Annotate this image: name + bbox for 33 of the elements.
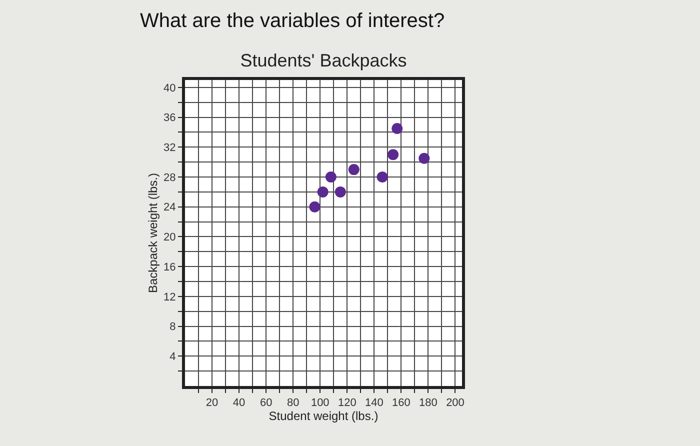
point	[376, 172, 388, 183]
x-tick-label: 140	[364, 397, 384, 410]
y-tick-label: 4	[170, 351, 176, 363]
x-tick-label: 200	[446, 397, 464, 410]
y-tick-label: 16	[164, 261, 176, 274]
x-tick-label: 180	[419, 397, 438, 410]
x-tick-label: 80	[286, 397, 300, 410]
point	[317, 186, 328, 198]
x-tick-label: 120	[338, 397, 356, 410]
y-tick-label: 32	[164, 142, 176, 154]
y-tick-label: 40	[164, 82, 176, 94]
x-tick-label: 160	[392, 397, 410, 410]
y-tick-label: 20	[164, 232, 176, 244]
point	[388, 149, 399, 160]
y-axis-title: Backpack weight (lbs.)	[146, 172, 160, 294]
y-tick-label: 28	[164, 172, 176, 184]
x-tick-label: 20	[206, 397, 218, 410]
x-axis-title: Student weight (lbs.)	[268, 409, 378, 424]
point	[348, 164, 360, 176]
point	[325, 172, 336, 183]
point	[392, 123, 403, 134]
point	[309, 201, 320, 212]
x-tick-label: 60	[260, 397, 272, 410]
y-tick-label: 24	[164, 202, 176, 214]
x-tick-label: 100	[310, 397, 330, 410]
y-tick-label: 36	[164, 112, 176, 124]
chart-title: Students' Backpacks	[240, 50, 407, 71]
point	[418, 152, 430, 164]
y-tick-label: 12	[164, 291, 176, 304]
x-tick-label: 40	[232, 397, 246, 410]
text: What are the variables of interest?	[140, 10, 445, 32]
y-tick-label: 8	[170, 321, 176, 334]
point	[334, 186, 346, 198]
